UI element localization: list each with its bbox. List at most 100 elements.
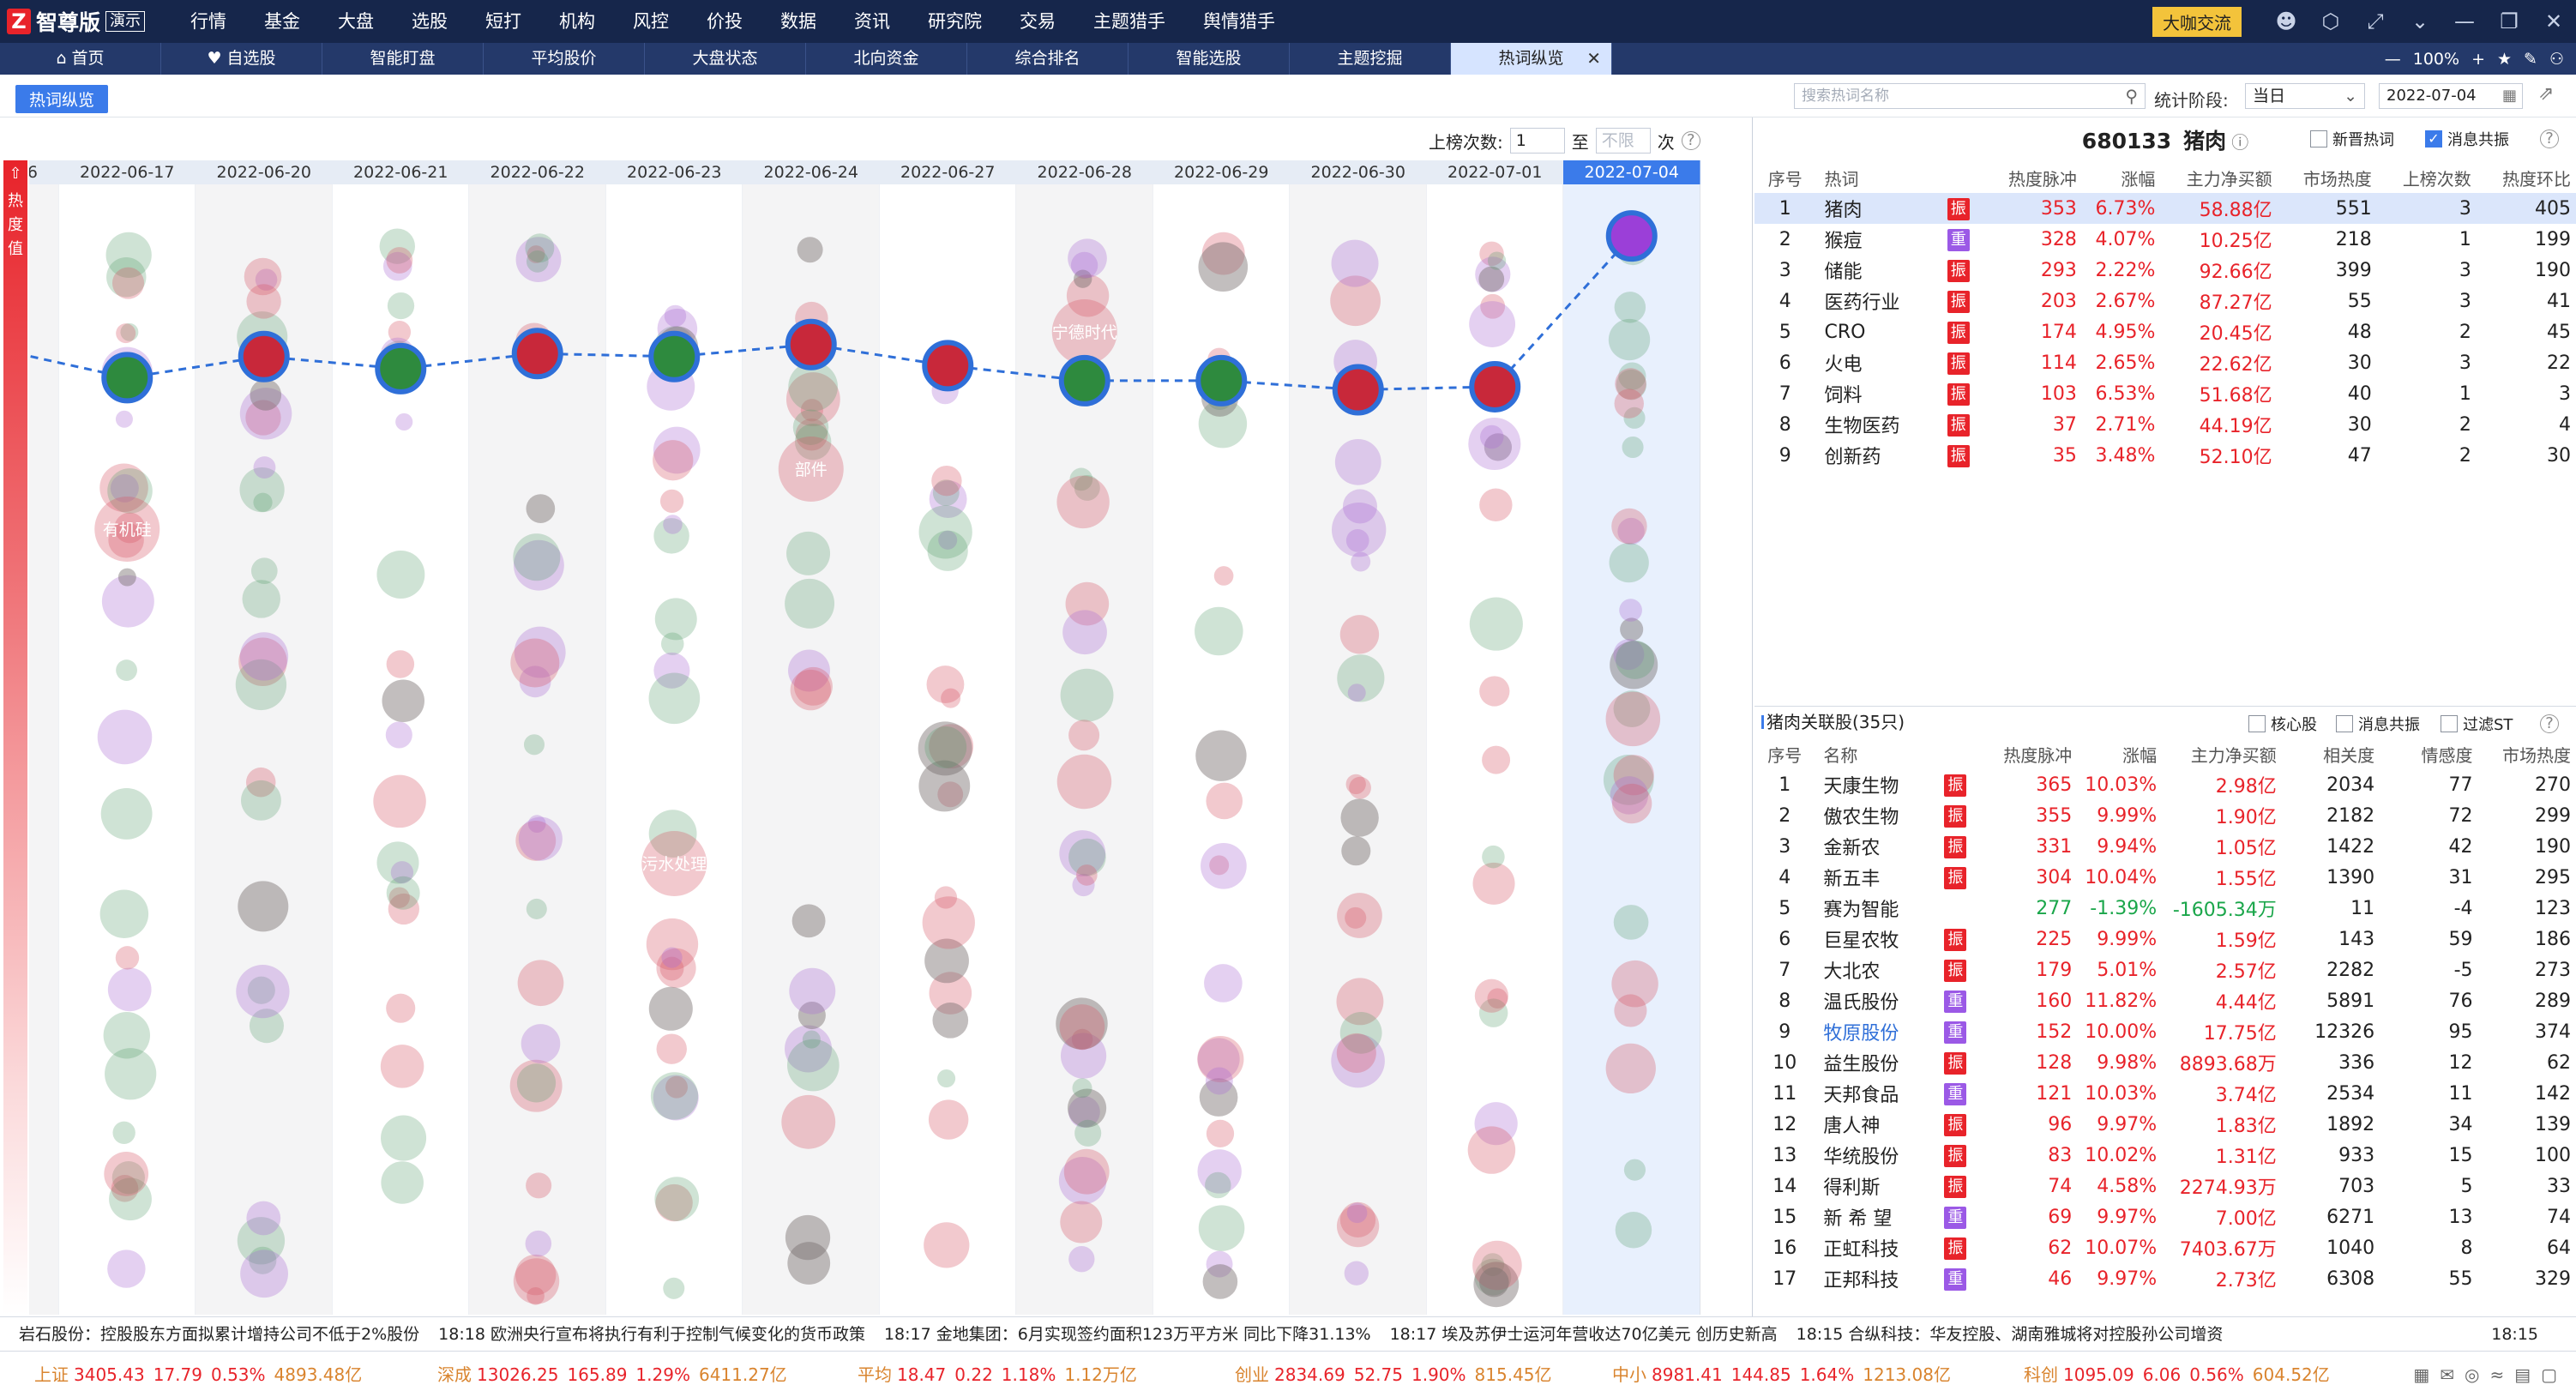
background-bubble[interactable]: [1613, 690, 1651, 728]
background-bubble[interactable]: [653, 652, 690, 689]
background-bubble[interactable]: [1068, 238, 1107, 278]
background-bubble[interactable]: [941, 688, 961, 708]
background-bubble[interactable]: [1063, 1148, 1110, 1195]
background-bubble[interactable]: [250, 557, 278, 585]
background-bubble[interactable]: [1197, 1149, 1242, 1194]
background-bubble[interactable]: [114, 512, 146, 544]
highlight-point[interactable]: [1469, 360, 1521, 412]
new-hot-checkbox[interactable]: 新晋热词: [2310, 128, 2394, 150]
table-row[interactable]: 9 创新药 振 35 3.48% 52.10亿 47 2 30: [1754, 440, 2576, 471]
background-bubble[interactable]: [1060, 668, 1114, 722]
table-row[interactable]: 17 正邦科技 重 46 9.97% 2.73亿 6308 55 329: [1754, 1263, 2576, 1294]
tab-3[interactable]: 平均股价: [484, 43, 645, 75]
column-header[interactable]: 相关度: [2323, 744, 2375, 766]
background-bubble[interactable]: [388, 887, 410, 908]
highlight-point[interactable]: [375, 342, 427, 394]
highlight-point[interactable]: [101, 352, 153, 404]
background-bubble[interactable]: [513, 533, 561, 581]
search-icon[interactable]: ⚲: [2125, 86, 2138, 106]
news-item[interactable]: 18:18 欧洲央行宣布将执行有利于控制气候变化的货币政策: [438, 1325, 865, 1344]
background-bubble[interactable]: [1198, 399, 1248, 449]
background-bubble[interactable]: [1339, 1201, 1376, 1238]
background-bubble[interactable]: [648, 986, 693, 1031]
background-bubble[interactable]: [237, 1217, 286, 1265]
background-bubble[interactable]: [1467, 1126, 1516, 1174]
column-header[interactable]: [1941, 162, 1977, 193]
background-bubble[interactable]: [238, 637, 287, 687]
background-bubble[interactable]: [1613, 905, 1649, 940]
table-row[interactable]: 5 CRO 振 174 4.95% 20.45亿 48 2 45: [1754, 316, 2576, 347]
background-bubble[interactable]: [928, 1099, 969, 1140]
background-bubble[interactable]: [249, 1246, 277, 1274]
background-bubble[interactable]: [516, 1063, 557, 1103]
minimize-icon[interactable]: —: [2454, 9, 2475, 33]
background-bubble[interactable]: [787, 1242, 831, 1285]
background-bubble[interactable]: [789, 967, 836, 1015]
background-bubble[interactable]: [250, 379, 282, 411]
background-bubble[interactable]: [654, 1177, 700, 1221]
menu-item[interactable]: 选股: [412, 11, 448, 32]
background-bubble[interactable]: [1614, 994, 1647, 1027]
background-bubble[interactable]: [1202, 1264, 1238, 1299]
column-header[interactable]: [1937, 738, 1973, 769]
count-to-input[interactable]: 不限: [1595, 128, 1651, 154]
background-bubble[interactable]: [115, 410, 133, 428]
background-bubble[interactable]: [1339, 615, 1380, 654]
background-bubble[interactable]: [253, 456, 276, 479]
background-bubble[interactable]: [1478, 266, 1505, 292]
background-bubble[interactable]: [1072, 873, 1095, 897]
column-header[interactable]: 序号: [1767, 744, 1803, 766]
background-bubble[interactable]: [1347, 683, 1366, 702]
column-header[interactable]: 热度脉冲: [2007, 168, 2077, 190]
background-bubble[interactable]: [937, 781, 964, 808]
labelled-bubble[interactable]: [641, 831, 707, 896]
background-bubble[interactable]: [1331, 239, 1379, 287]
background-bubble[interactable]: [1474, 979, 1509, 1013]
index-item[interactable]: 创业 2834.69 52.75 1.90% 815.45亿: [1235, 1352, 1552, 1397]
background-bubble[interactable]: [525, 1230, 552, 1257]
background-bubble[interactable]: [934, 886, 958, 909]
background-bubble[interactable]: [663, 515, 683, 534]
background-bubble[interactable]: [1472, 862, 1515, 905]
background-bubble[interactable]: [380, 1045, 424, 1088]
background-bubble[interactable]: [381, 1115, 427, 1161]
news-item[interactable]: 18:17 埃及苏伊士运河年营收达70亿美元 创历史新高: [1389, 1325, 1778, 1344]
highlight-point[interactable]: [511, 328, 563, 380]
background-bubble[interactable]: [106, 256, 147, 298]
menu-item[interactable]: 数据: [780, 11, 816, 32]
background-bubble[interactable]: [518, 816, 563, 861]
background-bubble[interactable]: [786, 1039, 840, 1092]
background-bubble[interactable]: [525, 233, 555, 263]
background-bubble[interactable]: [238, 881, 289, 932]
background-bubble[interactable]: [929, 972, 972, 1015]
background-bubble[interactable]: [650, 1072, 699, 1120]
background-bubble[interactable]: [790, 669, 832, 711]
background-bubble[interactable]: [653, 518, 689, 554]
background-bubble[interactable]: [1487, 251, 1507, 270]
background-bubble[interactable]: [1605, 691, 1661, 747]
menu-item[interactable]: 基金: [264, 11, 300, 32]
background-bubble[interactable]: [1059, 830, 1106, 876]
background-bubble[interactable]: [115, 946, 140, 970]
background-bubble[interactable]: [249, 1009, 284, 1044]
background-bubble[interactable]: [379, 228, 415, 264]
menu-item[interactable]: 机构: [559, 11, 595, 32]
highlight-point[interactable]: [922, 340, 974, 392]
background-bubble[interactable]: [1351, 551, 1371, 572]
index-item[interactable]: 深成 13026.25 165.89 1.29% 6411.27亿: [437, 1352, 787, 1397]
table-row[interactable]: 11 天邦食品 重 121 10.03% 3.74亿 2534 11 142: [1754, 1078, 2576, 1109]
background-bubble[interactable]: [1074, 1119, 1102, 1147]
highlight-point[interactable]: [1195, 354, 1248, 406]
column-header[interactable]: 热度脉冲: [2003, 744, 2073, 766]
background-bubble[interactable]: [386, 650, 415, 678]
background-bubble[interactable]: [1337, 654, 1385, 702]
background-bubble[interactable]: [107, 1249, 146, 1288]
background-bubble[interactable]: [247, 976, 275, 1004]
bubble-label[interactable]: 宁德时代: [1052, 323, 1117, 342]
background-bubble[interactable]: [1195, 730, 1247, 781]
background-bubble[interactable]: [1473, 1262, 1520, 1308]
hotword-button[interactable]: 热词纵览: [15, 85, 109, 113]
background-bubble[interactable]: [648, 810, 697, 858]
background-bubble[interactable]: [1340, 798, 1379, 837]
background-bubble[interactable]: [108, 522, 144, 558]
